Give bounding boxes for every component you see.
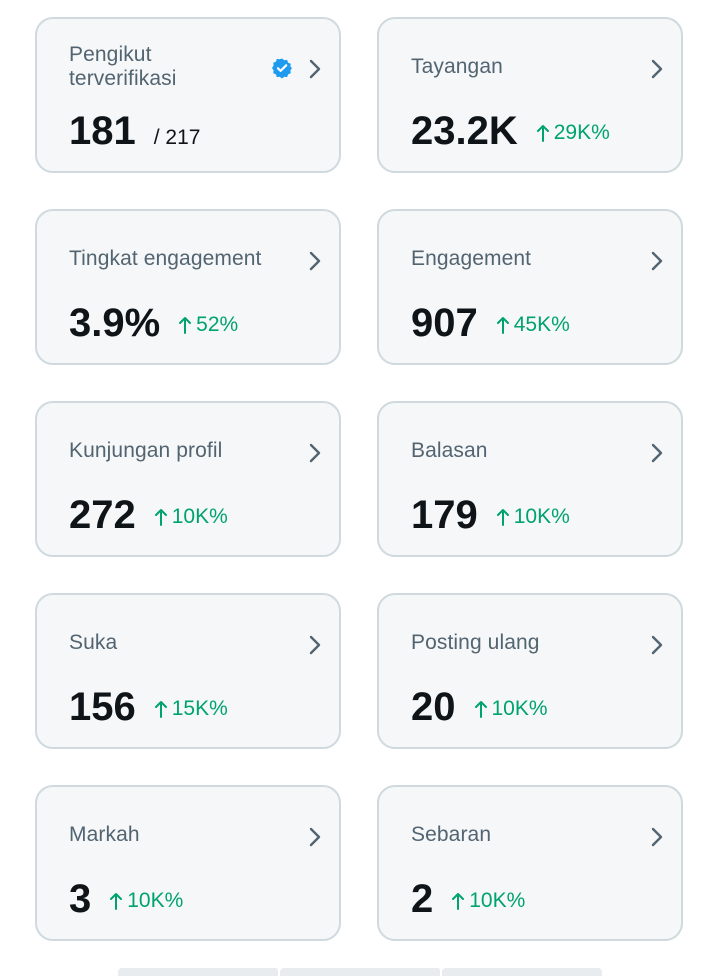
metric-delta-value: 15K% [171, 697, 228, 720]
metric-delta: 10K% [496, 505, 570, 529]
metric-value: 3.9% [69, 301, 161, 345]
metric-value-row: 156 15K% [69, 683, 228, 731]
chevron-right-icon [309, 827, 321, 847]
metric-delta-value: 52% [196, 313, 239, 336]
metric-value-row: 2 10K% [411, 875, 525, 923]
arrow-up-icon [474, 701, 487, 718]
metric-value: 2 [411, 877, 434, 921]
metric-delta-value: 10K% [127, 889, 184, 912]
metric-label: Pengikut terverifikasi [69, 43, 177, 90]
chevron-right-icon [309, 443, 321, 463]
metric-card-verified-followers[interactable]: Pengikut terverifikasi 181 / 217 [35, 17, 341, 173]
metric-delta-value: 10K% [171, 505, 228, 528]
metric-value: 156 [69, 685, 136, 729]
metric-value: 907 [411, 301, 478, 345]
arrow-up-icon [536, 125, 549, 142]
metric-value-row: 179 10K% [411, 491, 570, 539]
metric-delta: 10K% [474, 697, 548, 721]
metric-label: Sebaran [411, 823, 492, 846]
metric-delta-value: 10K% [491, 697, 548, 720]
metric-label: Engagement [411, 247, 532, 270]
arrow-up-icon [154, 509, 167, 526]
metric-value-row: 23.2K 29K% [411, 107, 610, 155]
arrow-up-icon [496, 509, 509, 526]
metric-value: 272 [69, 493, 136, 537]
metric-delta: 10K% [451, 889, 525, 913]
metric-card-likes[interactable]: Suka 156 15K% [35, 593, 341, 749]
arrow-up-icon [452, 893, 465, 910]
bottom-segmented-bar [118, 968, 602, 976]
metric-delta-value: 10K% [513, 505, 570, 528]
metric-delta: 10K% [109, 889, 183, 913]
metric-value: 181 [69, 109, 136, 153]
metric-value-row: 3.9% 52% [69, 299, 238, 347]
metric-value-row: 20 10K% [411, 683, 548, 731]
arrow-up-icon [154, 701, 167, 718]
arrow-up-icon [110, 893, 123, 910]
bottom-segment[interactable] [280, 968, 442, 976]
metric-card-replies[interactable]: Balasan 179 10K% [377, 401, 683, 557]
metric-card-reposts[interactable]: Posting ulang 20 10K% [377, 593, 683, 749]
metric-value: 3 [69, 877, 92, 921]
metric-label: Tingkat engagement [69, 247, 262, 270]
chevron-right-icon [651, 443, 663, 463]
metric-label: Tayangan [411, 55, 503, 78]
chevron-right-icon [651, 251, 663, 271]
verified-badge-icon [272, 58, 292, 79]
metric-label: Suka [69, 631, 118, 654]
metric-card-impressions[interactable]: Tayangan 23.2K 29K% [377, 17, 683, 173]
metric-delta-value: 29K% [553, 121, 610, 144]
bottom-segment[interactable] [118, 968, 280, 976]
metric-value: 20 [411, 685, 456, 729]
metric-delta: 10K% [154, 505, 228, 529]
metric-card-profile-visits[interactable]: Kunjungan profil 272 10K% [35, 401, 341, 557]
metric-card-bookmarks[interactable]: Markah 3 10K% [35, 785, 341, 941]
metric-value: 179 [411, 493, 478, 537]
metric-delta: 45K% [496, 313, 570, 337]
chevron-right-icon [651, 635, 663, 655]
metric-label: Kunjungan profil [69, 439, 223, 462]
metric-delta: 15K% [154, 697, 228, 721]
arrow-up-icon [496, 317, 509, 334]
metric-label: Posting ulang [411, 631, 540, 654]
metric-value: 23.2K [411, 109, 518, 153]
metric-delta-value: 45K% [513, 313, 570, 336]
chevron-right-icon [651, 827, 663, 847]
arrow-up-icon [179, 317, 192, 334]
metric-value-row: 907 45K% [411, 299, 570, 347]
metric-value-row: 272 10K% [69, 491, 228, 539]
chevron-right-icon [309, 59, 321, 79]
metric-delta-value: 10K% [469, 889, 526, 912]
metric-value-row: 3 10K% [69, 875, 183, 923]
metric-card-engagement-rate[interactable]: Tingkat engagement 3.9% 52% [35, 209, 341, 365]
metric-delta: 29K% [536, 121, 610, 145]
metric-card-engagements[interactable]: Engagement 907 45K% [377, 209, 683, 365]
chevron-right-icon [309, 251, 321, 271]
chevron-right-icon [651, 59, 663, 79]
metric-label: Balasan [411, 439, 488, 462]
metric-label: Markah [69, 823, 140, 846]
metric-card-shares[interactable]: Sebaran 2 10K% [377, 785, 683, 941]
metric-delta: 52% [178, 313, 238, 337]
bottom-segment[interactable] [442, 968, 602, 976]
metric-total: / 217 [153, 126, 201, 149]
metric-value-row: 181 / 217 [69, 107, 200, 155]
chevron-right-icon [309, 635, 321, 655]
